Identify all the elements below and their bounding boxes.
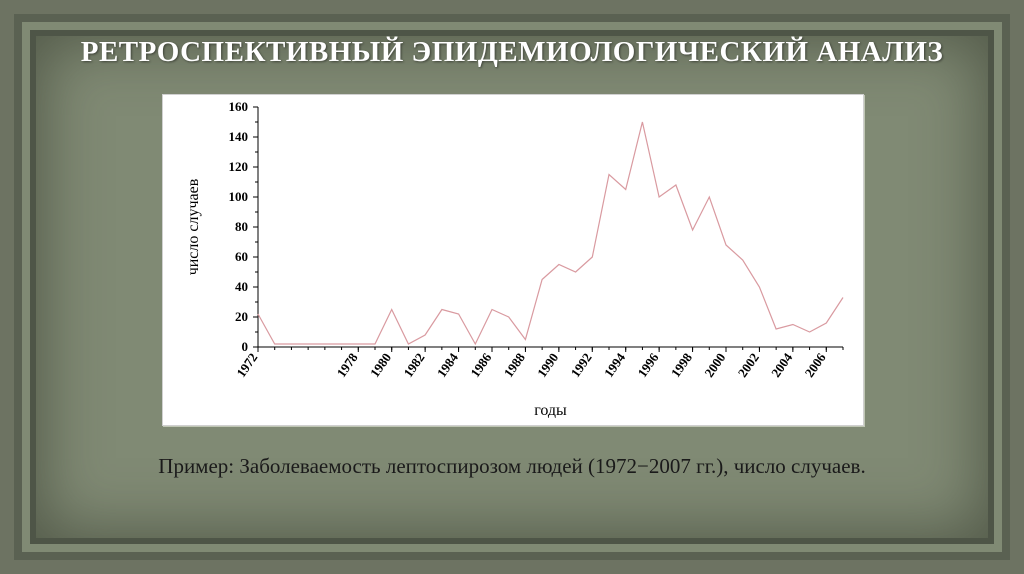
svg-text:2006: 2006 [802, 350, 829, 380]
svg-text:160: 160 [229, 99, 249, 114]
svg-text:1972: 1972 [233, 350, 260, 380]
svg-text:40: 40 [235, 279, 248, 294]
svg-text:число случаев: число случаев [185, 178, 202, 275]
svg-text:60: 60 [235, 249, 248, 264]
chart-card: 0204060801001201401601972197819801982198… [162, 94, 864, 426]
slide-caption: Пример: Заболеваемость лептоспирозом люд… [0, 454, 1024, 479]
slide: РЕТРОСПЕКТИВНЫЙ ЭПИДЕМИОЛОГИЧЕСКИЙ АНАЛИ… [0, 0, 1024, 574]
svg-text:2002: 2002 [735, 350, 762, 380]
svg-text:2000: 2000 [701, 350, 728, 380]
svg-text:1980: 1980 [367, 350, 394, 380]
svg-text:1992: 1992 [568, 350, 595, 380]
svg-text:120: 120 [229, 159, 249, 174]
svg-text:годы: годы [534, 402, 567, 419]
svg-text:1982: 1982 [400, 350, 427, 380]
svg-text:1984: 1984 [434, 350, 461, 380]
slide-title: РЕТРОСПЕКТИВНЫЙ ЭПИДЕМИОЛОГИЧЕСКИЙ АНАЛИ… [0, 36, 1024, 69]
svg-text:1988: 1988 [501, 350, 528, 380]
svg-text:1978: 1978 [334, 350, 361, 380]
line-chart: 0204060801001201401601972197819801982198… [163, 95, 863, 425]
svg-text:1990: 1990 [534, 350, 561, 380]
svg-text:80: 80 [235, 219, 248, 234]
svg-text:100: 100 [229, 189, 249, 204]
svg-text:2004: 2004 [768, 350, 795, 380]
svg-text:1986: 1986 [467, 350, 494, 380]
svg-text:140: 140 [229, 129, 249, 144]
svg-text:1996: 1996 [634, 350, 661, 380]
svg-text:1994: 1994 [601, 350, 628, 380]
svg-text:1998: 1998 [668, 350, 695, 380]
svg-text:20: 20 [235, 309, 248, 324]
